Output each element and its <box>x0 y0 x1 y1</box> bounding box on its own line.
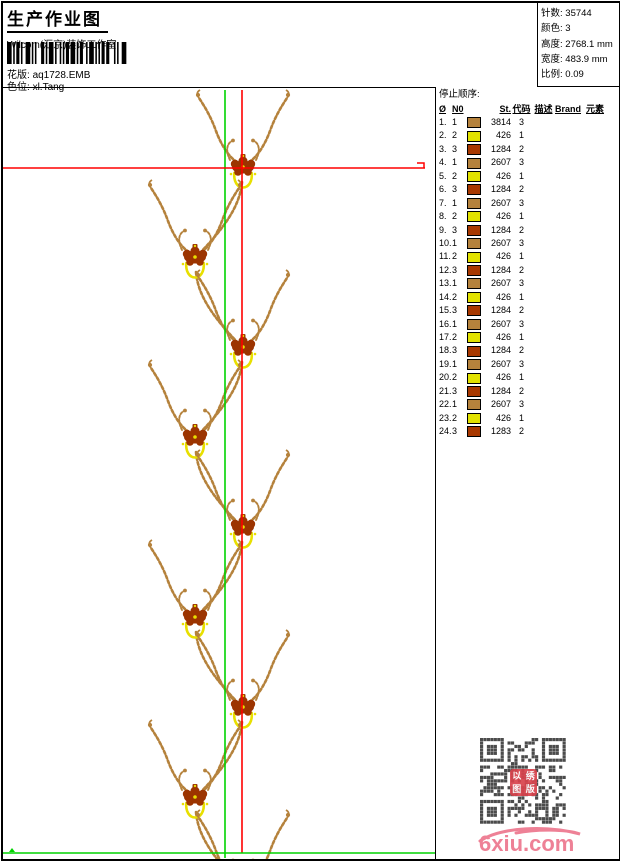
thread-color-swatch <box>467 144 484 155</box>
qr-watermark: 以 绣 图 版 <box>480 738 566 824</box>
barcode <box>7 42 139 64</box>
stop-sequence-title: 停止顺序: <box>439 89 619 100</box>
thread-color-swatch <box>467 252 484 263</box>
thread-color-swatch <box>467 426 484 437</box>
col-stitches: St. <box>484 103 511 116</box>
seal-stamp-icon: 以 绣 图 版 <box>510 769 537 796</box>
embroidery-design-canvas <box>3 88 435 859</box>
thread-color-swatch <box>467 346 484 357</box>
col-description: 描述 <box>532 103 555 116</box>
green-guide-tick <box>9 848 15 852</box>
thread-color-swatch <box>467 117 484 128</box>
thread-color-swatch <box>467 171 484 182</box>
vine-motif <box>196 810 290 859</box>
thread-color-swatch <box>467 131 484 142</box>
vine-motif <box>196 270 290 434</box>
vine-motif <box>196 450 290 614</box>
col-code: 代码 <box>511 103 532 116</box>
design-preview-area <box>3 87 436 859</box>
thread-color-swatch <box>467 305 484 316</box>
width-row: 宽度: 483.9 mm <box>541 52 619 67</box>
vine-motif <box>148 720 242 859</box>
design-info-box: 针数: 35744 颜色: 3 高度: 2768.1 mm 宽度: 483.9 … <box>537 3 619 87</box>
vine-motif <box>148 540 242 704</box>
watermark-text: 6xiu.com <box>479 831 574 857</box>
thread-color-swatch <box>467 413 484 424</box>
thread-color-swatch <box>467 158 484 169</box>
thread-color-swatch <box>467 386 484 397</box>
site-watermark: 6xiu.com <box>476 821 586 859</box>
vine-motif <box>196 630 290 794</box>
thread-color-swatch <box>467 399 484 410</box>
header-block: 生产作业图 Wilcom(汇京)装饰工作室 花版: aq1728.EMB 色位:… <box>3 3 533 87</box>
thread-color-swatch <box>467 198 484 209</box>
scale-row: 比例: 0.09 <box>541 67 619 82</box>
thread-color-swatch <box>467 225 484 236</box>
table-header-row: Ø N0 St. 代码 描述 Brand 元素 <box>439 103 619 116</box>
thread-color-swatch <box>467 265 484 276</box>
col-number: Ø <box>439 103 452 116</box>
page-title: 生产作业图 <box>7 5 108 33</box>
thread-color-swatch <box>467 319 484 330</box>
color-count-row: 颜色: 3 <box>541 21 619 36</box>
height-row: 高度: 2768.1 mm <box>541 37 619 52</box>
thread-color-swatch <box>467 278 484 289</box>
thread-color-swatch <box>467 373 484 384</box>
thread-color-swatch <box>467 184 484 195</box>
col-brand: Brand <box>555 103 586 116</box>
thread-color-swatch <box>467 332 484 343</box>
thread-color-swatch <box>467 292 484 303</box>
col-element: 元素 <box>586 103 608 116</box>
col-needle: N0 <box>452 103 484 116</box>
vine-motif <box>148 360 242 524</box>
vine-motif <box>196 90 290 254</box>
thread-color-swatch <box>467 211 484 222</box>
thread-color-swatch <box>467 359 484 370</box>
thread-color-swatch <box>467 238 484 249</box>
vine-motif <box>148 180 242 344</box>
stitch-count-row: 针数: 35744 <box>541 6 619 21</box>
